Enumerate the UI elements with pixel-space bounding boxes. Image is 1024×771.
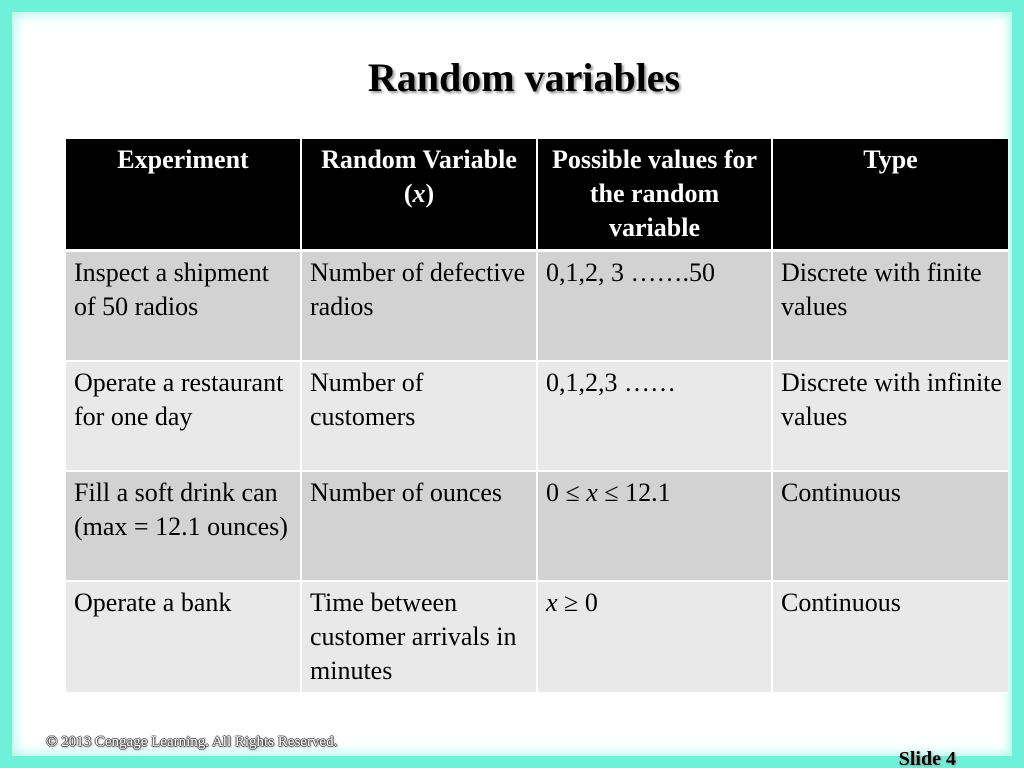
table-row: Fill a soft drink can (max = 12.1 ounces…	[66, 470, 1008, 582]
cell-experiment: Operate a bank	[66, 580, 302, 694]
cell-possible-values: 0 ≤ x ≤ 12.1	[537, 470, 773, 582]
cell-experiment: Fill a soft drink can (max = 12.1 ounces…	[66, 470, 302, 582]
header-possible-values: Possible values for the random variable	[537, 139, 773, 252]
cell-possible-values: 0,1,2,3 ……	[537, 360, 773, 472]
header-experiment: Experiment	[66, 139, 302, 252]
header-random-variable: Random Variable (x)	[301, 139, 538, 252]
cell-experiment: Inspect a shipment of 50 radios	[66, 250, 302, 362]
cell-experiment: Operate a restaurant for one day	[66, 360, 302, 472]
cell-random-variable: Number of defective radios	[301, 250, 538, 362]
cell-type: Continuous	[772, 470, 1008, 582]
copyright-notice: © 2013 Cengage Learning. All Rights Rese…	[46, 734, 338, 750]
table-row: Operate a restaurant for one day Number …	[66, 360, 1008, 472]
cell-random-variable: Number of customers	[301, 360, 538, 472]
cell-possible-values: x ≥ 0	[537, 580, 773, 694]
table-row: Operate a bank Time between customer arr…	[66, 580, 1008, 694]
cell-type: Continuous	[772, 580, 1008, 694]
cell-random-variable: Time between customer arrivals in minute…	[301, 580, 538, 694]
cell-random-variable: Number of ounces	[301, 470, 538, 582]
cell-type: Discrete with finite values	[772, 250, 1008, 362]
slide-number: Slide 4	[898, 748, 956, 770]
header-type: Type	[772, 139, 1008, 252]
table-header-row: Experiment Random Variable (x) Possible …	[66, 139, 1008, 252]
cell-type: Discrete with infinite values	[772, 360, 1008, 472]
cell-possible-values: 0,1,2, 3 …….50	[537, 250, 773, 362]
slide-title: Random variables	[367, 55, 681, 100]
table-row: Inspect a shipment of 50 radios Number o…	[66, 250, 1008, 362]
random-variables-table: Experiment Random Variable (x) Possible …	[66, 139, 1008, 694]
